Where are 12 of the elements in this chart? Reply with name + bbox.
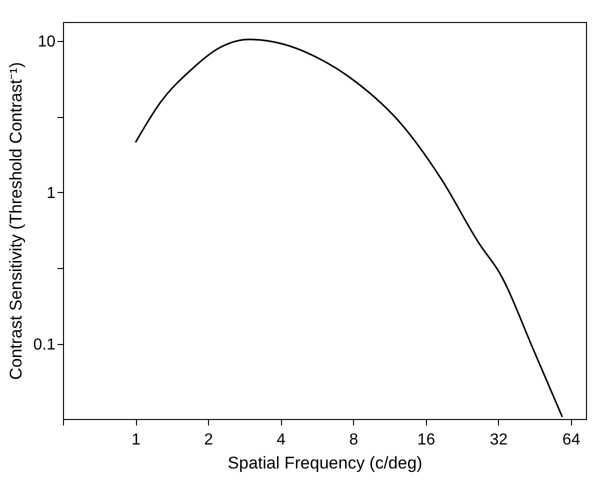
y-tick-label: 0.1 [33,336,56,354]
x-tick-label: 8 [349,432,358,448]
x-tick-label: 1 [132,432,141,448]
y-tick-label: 10 [38,33,56,50]
x-tick-label: 32 [490,432,508,448]
x-tick-label: 4 [276,432,286,448]
x-tick-label: 64 [562,432,580,448]
x-tick-label: 16 [417,432,436,448]
y-axis-title: Contrast Sensitivity (Threshold Contrast⁻¹) [6,62,26,380]
x-axis-title: Spatial Frequency (c/deg) [228,454,422,472]
y-tick-label: 1 [46,184,56,202]
x-tick-label: 2 [204,432,214,448]
